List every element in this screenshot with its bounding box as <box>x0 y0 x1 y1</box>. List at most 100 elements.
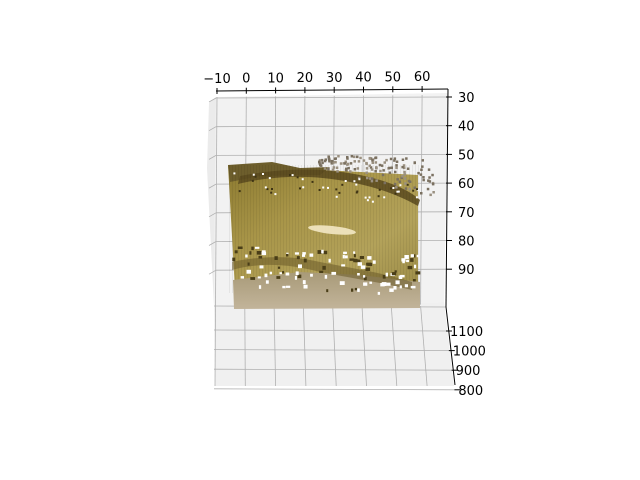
cloud-point <box>257 276 261 279</box>
cloud-point <box>298 264 302 269</box>
cloud-point <box>238 190 241 193</box>
cloud-point <box>404 255 409 259</box>
floor-gridline <box>244 305 246 387</box>
cloud-point <box>371 200 374 203</box>
cloud-point <box>261 251 267 256</box>
cloud-point <box>237 246 243 249</box>
cloud-point <box>427 179 430 182</box>
cloud-point <box>382 169 385 172</box>
cloud-point <box>321 249 324 254</box>
z-tick-label: 900 <box>456 364 481 379</box>
cloud-point <box>406 183 409 186</box>
cloud-point <box>403 166 406 170</box>
cloud-point <box>322 265 326 270</box>
cloud-point <box>369 177 372 180</box>
cloud-point <box>326 289 329 293</box>
cloud-point <box>422 176 425 179</box>
y-gridline-left <box>208 269 217 275</box>
cloud-point <box>317 250 323 254</box>
z-gridline <box>213 349 449 352</box>
cloud-point <box>355 183 358 186</box>
cloud-point <box>379 169 382 173</box>
cloud-point <box>428 176 431 179</box>
cloud-point <box>354 287 358 291</box>
cloud-point <box>319 270 324 273</box>
cloud-point <box>413 254 416 258</box>
cloud-point <box>318 159 322 162</box>
z-tick-label: 800 <box>458 384 483 399</box>
cloud-point <box>402 164 406 167</box>
cloud-point <box>365 167 369 170</box>
cloud-point <box>389 187 392 190</box>
cloud-point <box>327 167 330 171</box>
y-gridline-left <box>208 241 217 246</box>
cloud-point <box>232 257 236 262</box>
cloud-point <box>323 250 328 255</box>
cloud-point <box>374 170 377 173</box>
cloud-point <box>251 179 254 182</box>
cloud-point <box>339 162 343 165</box>
cloud-point <box>344 168 348 172</box>
cloud-point <box>414 264 417 269</box>
y-gridline <box>215 125 448 128</box>
y-gridline-left <box>208 126 217 132</box>
x-tick-label: 50 <box>385 70 402 85</box>
cloud-point <box>368 196 371 199</box>
cloud-point <box>404 182 407 185</box>
cloud-point <box>294 276 297 280</box>
cloud-point <box>322 186 325 189</box>
cloud-point <box>382 275 386 279</box>
cloud-point <box>353 258 358 263</box>
cloud-point <box>338 191 341 194</box>
cloud-point <box>397 190 400 193</box>
cloud-point <box>353 254 356 258</box>
cloud-point <box>285 272 290 276</box>
cloud-point <box>336 170 339 173</box>
cloud-point <box>334 161 337 164</box>
cloud-point <box>385 158 388 162</box>
y-gridline-left <box>208 97 217 103</box>
cloud-point <box>265 280 269 284</box>
cloud-point <box>296 176 299 179</box>
cloud-point <box>321 161 324 165</box>
cloud-point <box>327 186 329 189</box>
cloud-point <box>403 170 406 174</box>
point-cloud <box>228 155 435 309</box>
cloud-point <box>368 156 372 160</box>
cloud-point <box>395 166 398 170</box>
cloud-point <box>431 182 435 186</box>
cloud-point <box>393 286 397 290</box>
cloud-point <box>357 288 360 292</box>
cloud-point <box>432 191 435 194</box>
cloud-point <box>369 166 373 169</box>
cloud-point <box>375 179 378 182</box>
x-gridline <box>215 96 218 307</box>
cloud-point <box>391 272 397 276</box>
cloud-point <box>378 163 382 167</box>
cloud-point <box>331 168 335 172</box>
cloud-point <box>266 188 269 191</box>
x-tick-label: 10 <box>267 71 284 86</box>
cloud-point <box>381 282 387 287</box>
cloud-point <box>396 178 399 181</box>
cloud-lower-band <box>232 257 412 290</box>
z-gridline <box>213 329 447 332</box>
cloud-point <box>394 170 397 174</box>
cloud-point <box>369 281 373 284</box>
floor-gridline <box>361 305 367 387</box>
cloud-point <box>416 254 419 258</box>
cloud-point <box>342 254 345 259</box>
cloud-point <box>254 175 257 178</box>
cloud-point <box>394 270 397 273</box>
cloud-point <box>335 195 338 198</box>
cloud-point <box>363 282 368 286</box>
cloud-point <box>392 187 395 189</box>
cloud-point <box>386 282 391 286</box>
cloud-point <box>349 162 353 165</box>
cloud-point <box>310 273 313 277</box>
cloud-point <box>319 164 323 167</box>
y-tick-label: 60 <box>458 177 475 192</box>
x-tick-label: 30 <box>326 71 343 86</box>
cloud-point <box>318 162 321 165</box>
